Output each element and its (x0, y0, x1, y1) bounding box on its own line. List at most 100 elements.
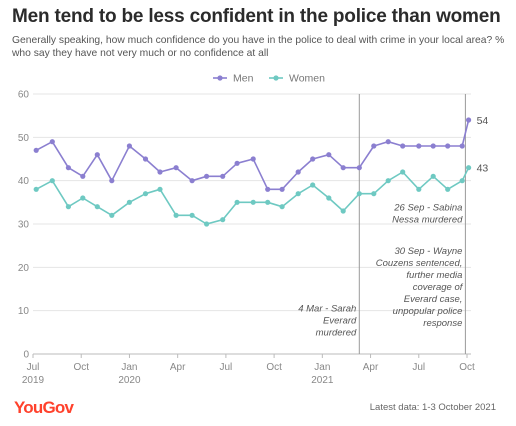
x-tick-label: Jul (27, 362, 40, 373)
data-point-women (310, 182, 316, 188)
chart-subtitle: Generally speaking, how much confidence … (12, 35, 505, 59)
source-note: Latest data: 1-3 October 2021 (369, 402, 496, 413)
x-tick-label: Jan (314, 362, 330, 373)
data-point-women (459, 178, 465, 184)
legend-label-women: Women (289, 73, 325, 85)
data-point-men (385, 139, 391, 145)
chart-title: Men tend to be less confident in the pol… (12, 6, 501, 27)
y-tick-label: 50 (18, 133, 30, 144)
data-point-men (157, 169, 163, 175)
data-point-women (204, 221, 210, 227)
data-point-women (466, 165, 472, 171)
x-tick-label: Apr (363, 362, 379, 373)
data-point-men (234, 160, 240, 166)
data-point-women (385, 178, 391, 184)
y-tick-label: 30 (18, 220, 30, 231)
data-point-women (279, 204, 285, 210)
x-tick-label: Oct (266, 362, 282, 373)
end-label-women: 43 (477, 163, 489, 175)
data-point-women (234, 199, 240, 205)
data-point-men (142, 156, 149, 162)
data-point-men (220, 173, 226, 179)
data-point-men (295, 169, 301, 175)
x-tick-label: Oct (73, 362, 89, 373)
data-point-women (295, 191, 301, 197)
data-point-men (459, 143, 465, 149)
data-point-men (49, 139, 55, 145)
data-point-men (265, 186, 271, 192)
data-point-men (430, 143, 436, 149)
annotation-text: 30 Sep - Wayne (394, 246, 462, 257)
y-tick-label: 0 (23, 350, 29, 361)
annotation-text: Everard (323, 316, 357, 327)
legend-marker-women (273, 75, 279, 81)
legend-marker-men (217, 75, 223, 81)
x-tick-label: Jul (219, 362, 232, 373)
data-point-women (109, 212, 115, 218)
data-point-men (340, 165, 346, 171)
annotation-text: 26 Sep - Sabina (393, 203, 462, 214)
data-point-women (416, 186, 422, 192)
y-tick-label: 10 (18, 306, 30, 317)
data-point-men (356, 165, 362, 171)
annotation-text: further media (406, 270, 462, 281)
x-tick-year-label: 2021 (311, 375, 334, 386)
data-point-men (250, 156, 256, 162)
data-point-women (445, 186, 451, 192)
data-point-men (445, 143, 451, 149)
end-label-men: 54 (477, 115, 489, 127)
data-point-women (220, 217, 226, 223)
data-point-women (173, 212, 179, 218)
data-point-women (189, 212, 195, 218)
annotation-text: Everard case, (404, 294, 463, 305)
data-point-men (33, 147, 39, 153)
data-point-men (173, 165, 179, 171)
x-tick-label: Apr (170, 362, 186, 373)
data-point-men (109, 178, 115, 184)
y-tick-label: 60 (18, 90, 30, 101)
legend-label-men: Men (233, 73, 254, 85)
data-point-women (80, 195, 86, 201)
data-point-women (400, 169, 406, 175)
data-point-women (430, 173, 436, 179)
data-point-men (94, 152, 100, 158)
annotation-text: unpopular police (393, 306, 463, 317)
data-point-men (466, 117, 472, 123)
data-point-men (80, 173, 86, 179)
yougov-logo: YouGov (14, 398, 74, 417)
data-point-women (250, 199, 256, 205)
y-tick-label: 40 (18, 176, 30, 187)
data-point-men (310, 156, 316, 162)
data-point-women (326, 195, 332, 201)
data-point-women (65, 204, 71, 210)
series-line-men (35, 119, 470, 191)
data-point-women (142, 191, 149, 197)
data-point-men (189, 178, 195, 184)
annotation-text: 4 Mar - Sarah (298, 304, 356, 315)
data-point-men (371, 143, 377, 149)
data-point-women (126, 199, 132, 205)
x-tick-label: Jul (412, 362, 425, 373)
data-point-women (33, 186, 39, 192)
annotation-text: Nessa murdered (392, 215, 463, 226)
data-point-men (279, 186, 285, 192)
data-point-men (204, 173, 210, 179)
data-point-women (94, 204, 100, 210)
data-point-men (400, 143, 406, 149)
data-point-men (126, 143, 132, 149)
data-point-women (371, 191, 377, 197)
x-tick-year-label: 2020 (118, 375, 141, 386)
data-point-men (326, 152, 332, 158)
data-point-women (356, 191, 362, 197)
annotation-text: Couzens sentenced, (376, 258, 463, 269)
data-point-women (340, 208, 346, 214)
x-tick-label: Jan (121, 362, 137, 373)
annotation-text: response (423, 318, 462, 329)
data-point-women (49, 178, 55, 184)
data-point-men (65, 165, 71, 171)
series-line-women (35, 167, 470, 225)
annotation-text: murdered (316, 328, 357, 339)
data-point-men (416, 143, 422, 149)
x-tick-label: Oct (459, 362, 475, 373)
